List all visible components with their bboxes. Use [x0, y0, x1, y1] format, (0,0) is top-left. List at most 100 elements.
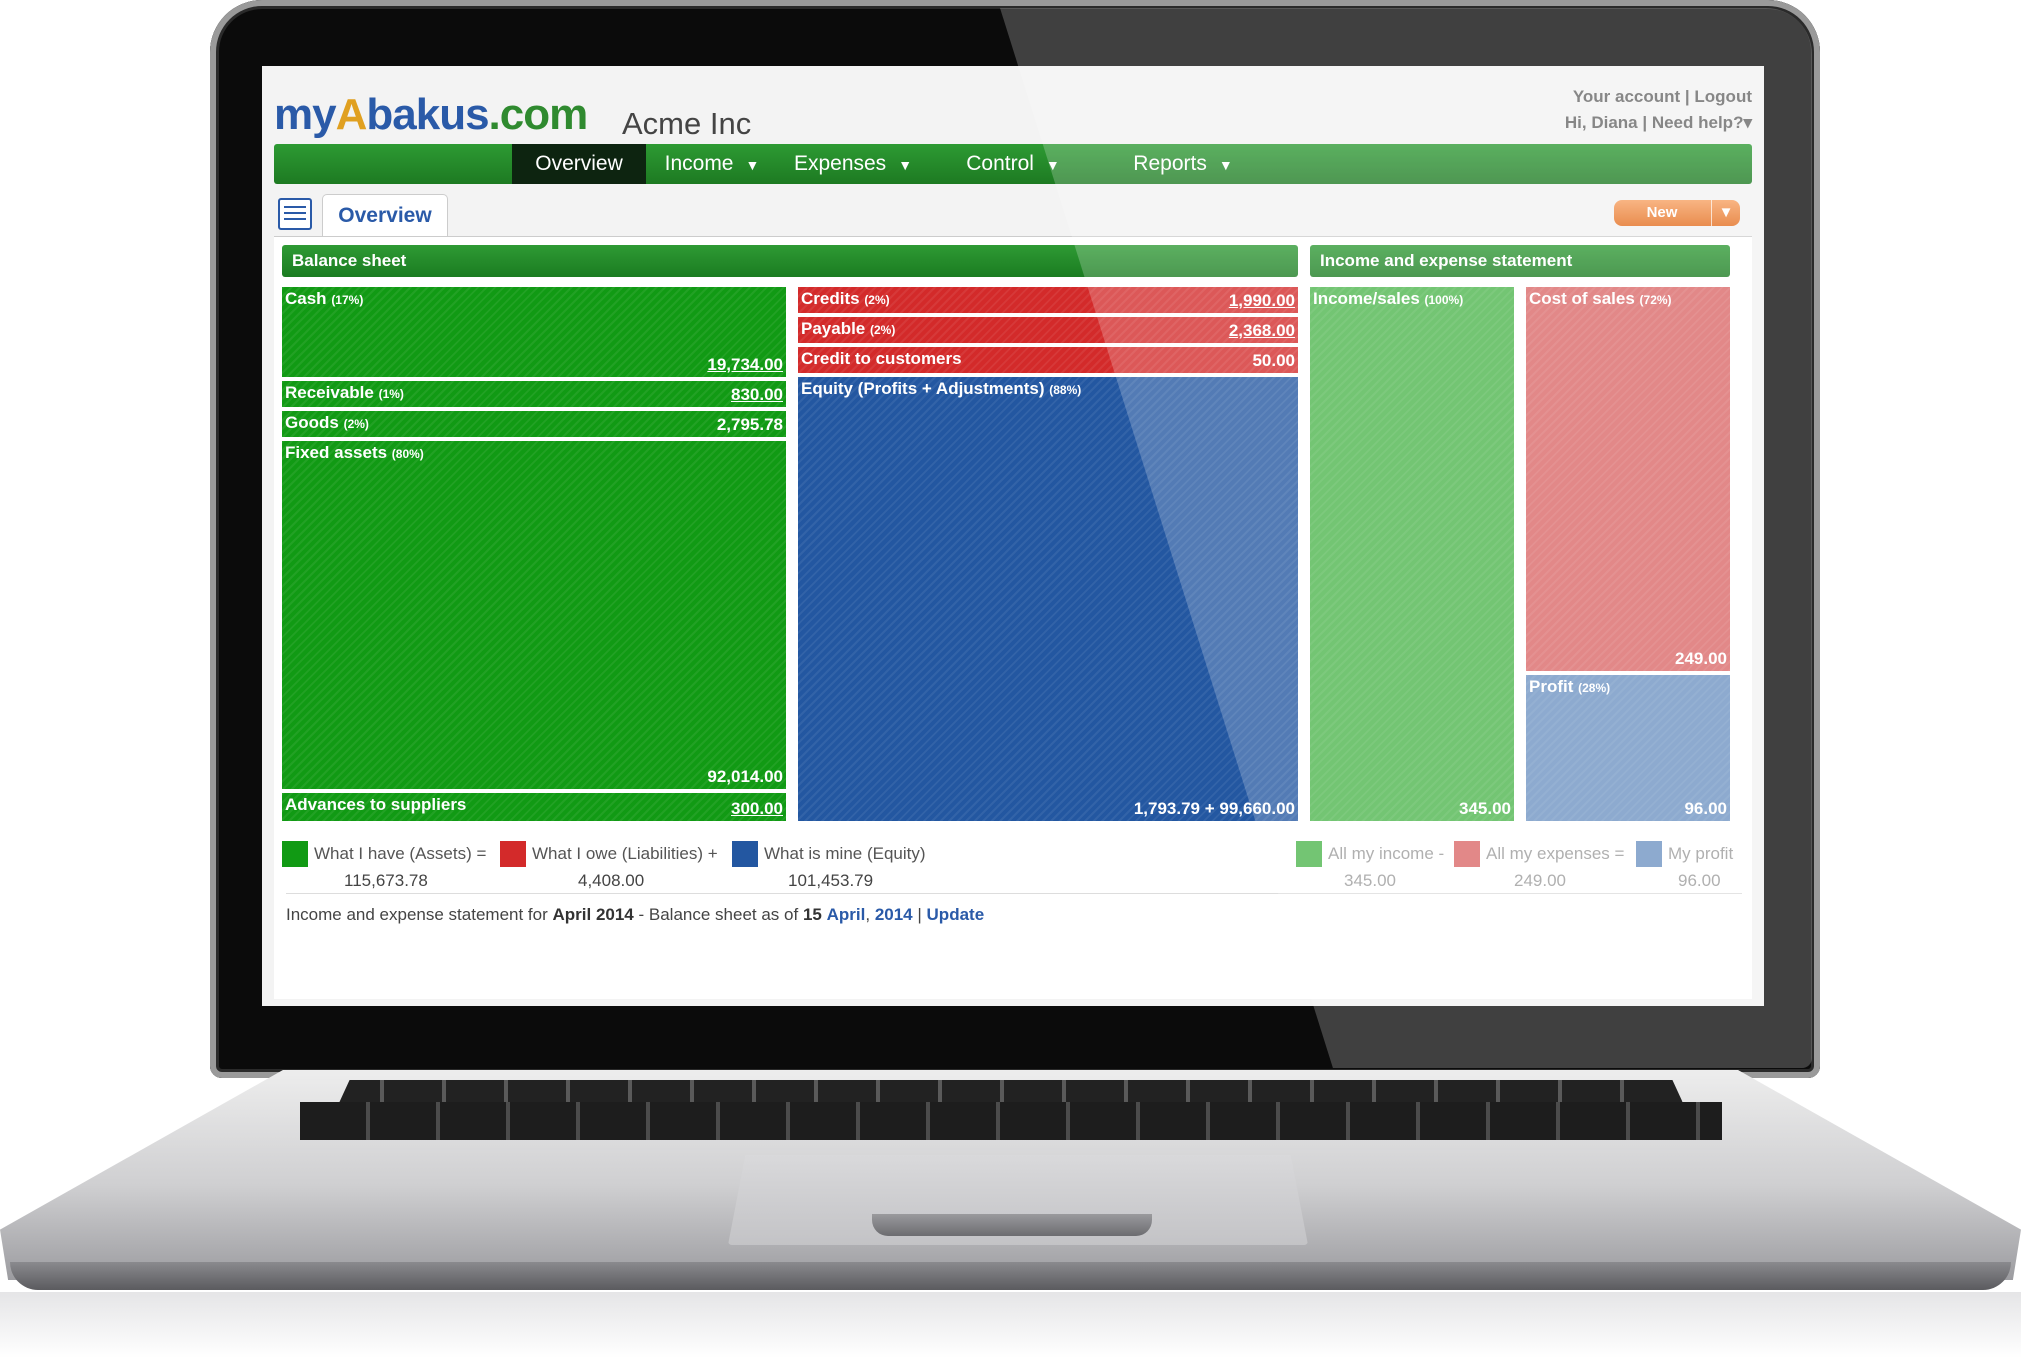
company-name: Acme Inc [622, 106, 752, 141]
greeting: Hi, Diana [1564, 113, 1638, 132]
block-value: 249.00 [1675, 649, 1727, 668]
asset-cash[interactable]: Cash (17%) 19,734.00 [282, 287, 786, 377]
overview-panel: Balance sheet Income and expense stateme… [274, 236, 1752, 999]
period-label: April 2014 [552, 905, 634, 924]
tab-bar: Overview New ▼ [274, 194, 1752, 238]
logo-part: .com [488, 90, 589, 139]
nav-reports[interactable]: Reports ▼ [1098, 144, 1268, 184]
block-value[interactable]: 830.00 [731, 385, 783, 404]
logo-part: A [335, 90, 368, 139]
legend-value: 96.00 [1678, 871, 1721, 890]
caret-down-icon: ▼ [898, 157, 913, 173]
period-status: Income and expense statement for April 2… [286, 905, 984, 925]
block-value: 92,014.00 [707, 767, 783, 786]
abacus-icon[interactable] [278, 198, 312, 230]
caret-down-icon: ▼ [1045, 157, 1060, 173]
legend-label: What I have (Assets) = [314, 844, 487, 863]
profit-block[interactable]: Profit (28%) 96.00 [1526, 675, 1730, 821]
brand-logo[interactable]: myAbakus.com [274, 90, 589, 140]
nav-label: Income [664, 152, 734, 175]
laptop-reflection [0, 1292, 2021, 1358]
liability-credits[interactable]: Credits (2%) 1,990.00 [798, 287, 1298, 313]
tab-overview[interactable]: Overview [322, 194, 448, 237]
legend-swatch [732, 841, 758, 867]
income-sales-block[interactable]: Income/sales (100%) 345.00 [1310, 287, 1514, 821]
block-value: 96.00 [1684, 799, 1727, 818]
income-statement-header: Income and expense statement [1310, 245, 1730, 277]
block-title: Payable (2%) [801, 319, 896, 338]
update-link[interactable]: Update [926, 905, 985, 924]
block-value: 50.00 [1252, 351, 1295, 370]
nav-expenses[interactable]: Expenses ▼ [778, 144, 928, 184]
legend-label: What I owe (Liabilities) + [532, 844, 718, 863]
main-nav: Overview Income ▼ Expenses ▼ Control ▼ Repo… [274, 144, 1752, 184]
block-title: Cost of sales (72%) [1529, 289, 1672, 308]
nav-label: Overview [535, 152, 623, 175]
logo-part: my [274, 90, 337, 139]
as-of-day: 15 [802, 905, 822, 924]
block-title: Advances to suppliers [285, 795, 467, 814]
legend-label: All my income - [1328, 844, 1445, 863]
equity-block[interactable]: Equity (Profits + Adjustments) (88%) 1,7… [798, 377, 1298, 821]
new-button-label: New [1646, 204, 1678, 221]
nav-control[interactable]: Control ▼ [928, 144, 1098, 184]
block-value: 345.00 [1459, 799, 1511, 818]
keyboard-row [300, 1102, 1722, 1140]
month-link[interactable]: April [826, 905, 866, 924]
block-title: Income/sales (100%) [1313, 289, 1464, 308]
block-title: Equity (Profits + Adjustments) (88%) [801, 379, 1082, 398]
asset-advances[interactable]: Advances to suppliers 300.00 [282, 793, 786, 821]
need-help-link[interactable]: Need help? [1651, 113, 1744, 132]
block-value[interactable]: 19,734.00 [707, 355, 783, 374]
block-value[interactable]: 2,368.00 [1228, 321, 1295, 340]
year-link[interactable]: 2014 [874, 905, 913, 924]
legend-label: What is mine (Equity) [764, 844, 926, 863]
legend-value: 345.00 [1344, 871, 1396, 890]
divider [286, 893, 1742, 894]
block-value: 2,795.78 [716, 415, 783, 434]
legend-label: My profit [1668, 844, 1734, 863]
nav-income[interactable]: Income ▼ [646, 144, 778, 184]
account-links: Your account | Logout Hi, Diana | Need h… [1564, 87, 1752, 132]
block-title: Profit (28%) [1529, 677, 1611, 696]
status-separator: , [865, 905, 871, 924]
chevron-down-icon[interactable]: ▼ [1711, 200, 1740, 226]
block-value[interactable]: 1,990.00 [1228, 291, 1295, 310]
block-value: 1,793.79 + 99,660.00 [1133, 799, 1295, 818]
liability-payable[interactable]: Payable (2%) 2,368.00 [798, 317, 1298, 343]
legend-value: 101,453.79 [788, 871, 874, 890]
status-text: - Balance sheet as of [638, 905, 799, 924]
your-account-link[interactable]: Your account [1572, 87, 1681, 106]
status-text: Income and expense statement for [286, 905, 548, 924]
block-title: Cash (17%) [285, 289, 364, 308]
balance-sheet-header: Balance sheet [282, 245, 1298, 277]
nav-overview[interactable]: Overview [512, 144, 646, 184]
block-title: Receivable (1%) [285, 383, 404, 402]
block-value[interactable]: 300.00 [731, 799, 783, 818]
nav-label: Expenses [793, 152, 887, 175]
new-button[interactable]: New ▼ [1614, 200, 1740, 226]
legend-value: 249.00 [1514, 871, 1566, 890]
app-screen: myAbakus.com Acme Inc Your account | Log… [262, 66, 1764, 1006]
legend-value: 4,408.00 [578, 871, 645, 890]
asset-receivable[interactable]: Receivable (1%) 830.00 [282, 381, 786, 407]
legend-swatch [500, 841, 526, 867]
logout-link[interactable]: Logout [1694, 87, 1752, 106]
liability-credit-to-customers[interactable]: Credit to customers 50.00 [798, 347, 1298, 373]
legend-value: 115,673.78 [344, 871, 428, 890]
cost-of-sales-block[interactable]: Cost of sales (72%) 249.00 [1526, 287, 1730, 671]
chevron-down-icon[interactable]: ▾ [1743, 113, 1752, 132]
block-title: Goods (2%) [285, 413, 369, 432]
nav-label: Control [966, 152, 1034, 175]
logo-part: bakus [366, 90, 489, 139]
caret-down-icon: ▼ [745, 157, 760, 173]
legend-swatch [1636, 841, 1662, 867]
legend-label: All my expenses = [1486, 844, 1625, 863]
asset-goods[interactable]: Goods (2%) 2,795.78 [282, 411, 786, 437]
laptop-lip [10, 1262, 2011, 1290]
block-title: Credits (2%) [801, 289, 890, 308]
nav-label: Reports [1133, 152, 1207, 175]
caret-down-icon: ▼ [1218, 157, 1233, 173]
asset-fixed[interactable]: Fixed assets (80%) 92,014.00 [282, 441, 786, 789]
block-title: Fixed assets (80%) [285, 443, 424, 462]
